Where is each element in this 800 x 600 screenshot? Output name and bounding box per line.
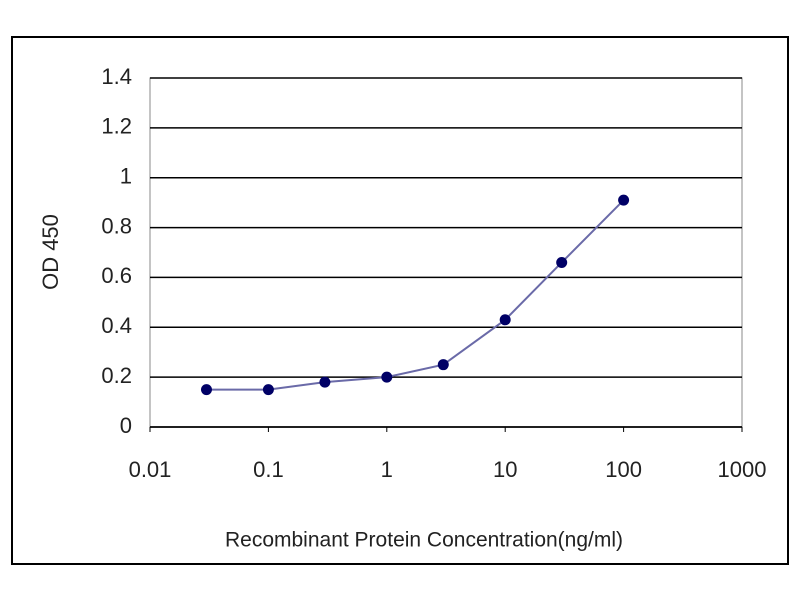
y-tick-label: 0.6 (101, 263, 132, 288)
x-axis-label: Recombinant Protein Concentration(ng/ml) (225, 529, 623, 552)
x-tick-label: 1 (381, 457, 393, 482)
data-point (437, 359, 449, 371)
data-point (499, 314, 511, 326)
plot-area (149, 77, 743, 428)
data-point (556, 256, 568, 268)
x-tick-label: 1000 (718, 457, 767, 482)
y-tick-label: 0.2 (101, 363, 132, 388)
y-tick-label: 0.4 (101, 313, 132, 338)
y-tick-label: 0 (120, 413, 132, 438)
data-point (200, 384, 212, 396)
series-line (206, 199, 625, 391)
y-tick-label: 1 (120, 164, 132, 189)
y-tick-label: 1.2 (101, 114, 132, 139)
y-tick-label: 1.4 (101, 64, 132, 89)
x-tick-label: 0.01 (129, 457, 172, 482)
x-tick-label: 10 (493, 457, 517, 482)
x-tick-label: 100 (605, 457, 642, 482)
x-tick-label: 0.1 (253, 457, 284, 482)
data-point (618, 194, 630, 206)
data-point (381, 371, 393, 383)
data-point (262, 384, 274, 396)
y-axis-label: OD 450 (38, 214, 63, 290)
data-point (319, 376, 331, 388)
y-tick-label: 0.8 (101, 213, 132, 238)
